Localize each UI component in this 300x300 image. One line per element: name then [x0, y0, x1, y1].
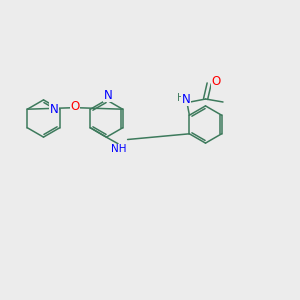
- Text: O: O: [70, 100, 80, 113]
- Text: N: N: [50, 103, 58, 116]
- Text: O: O: [211, 75, 220, 88]
- Text: H: H: [177, 93, 184, 103]
- Text: NH: NH: [111, 144, 126, 154]
- Text: N: N: [182, 92, 191, 106]
- Text: N: N: [103, 89, 112, 102]
